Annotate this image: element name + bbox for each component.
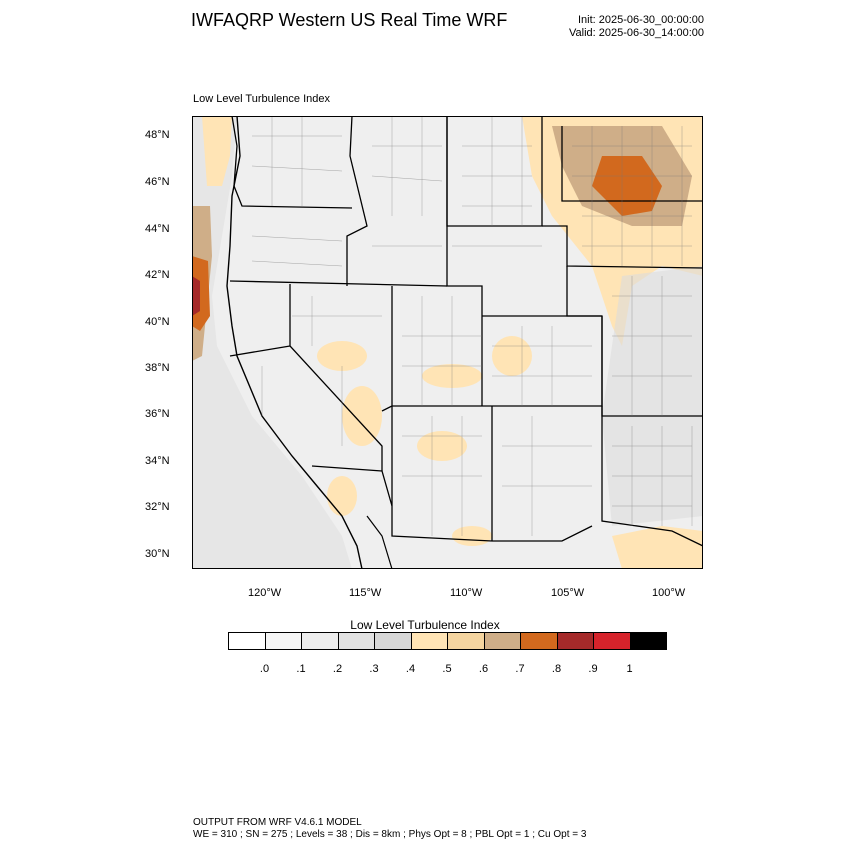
colorbar-label: .7 (515, 663, 525, 675)
colorbar-swatch (264, 632, 302, 650)
colorbar-swatch (301, 632, 339, 650)
lat-tick-30: 30°N (145, 548, 170, 560)
northwest-turbulence-low (202, 116, 232, 186)
lon-tick-105: 105°W (551, 587, 585, 599)
colorbar-label: .3 (369, 663, 379, 675)
lat-tick-42: 42°N (145, 269, 170, 281)
lat-tick-38: 38°N (145, 362, 170, 374)
lat-tick-44: 44°N (145, 223, 170, 235)
county-lines (251, 116, 693, 536)
colorbar-label: .4 (405, 663, 416, 675)
plains-gray-region (602, 266, 703, 526)
plot-title: IWFAQRP Western US Real Time WRF (191, 10, 508, 30)
colorbar-swatch (593, 632, 631, 650)
init-valid-times: Init: 2025-06-30_00:00:00 Valid: 2025-06… (569, 14, 704, 40)
colorbar-swatch (374, 632, 412, 650)
colorbar-swatch (556, 632, 594, 650)
lat-tick-36: 36°N (145, 408, 170, 420)
colorbar-swatch (228, 632, 266, 650)
colorbar-swatch (447, 632, 485, 650)
map-frame (192, 116, 703, 569)
lon-tick-100: 100°W (652, 587, 686, 599)
gulf-of-california-coast (366, 515, 393, 569)
colorbar-label: .1 (296, 663, 306, 675)
colorbar-label: .5 (442, 663, 452, 675)
init-time: Init: 2025-06-30_00:00:00 (578, 14, 704, 26)
colorbar-swatch (337, 632, 375, 650)
lon-tick-110: 110°W (450, 587, 483, 599)
pacific-coastline (226, 116, 363, 569)
colorbar-label: .0 (259, 663, 270, 675)
coastal-turbulence-peak (192, 276, 200, 316)
lat-tick-48: 48°N (145, 129, 170, 141)
lat-tick-46: 46°N (145, 176, 170, 188)
colorbar-label: .6 (478, 663, 489, 675)
lat-tick-40: 40°N (145, 316, 170, 328)
lon-tick-120: 120°W (248, 587, 282, 599)
colorbar-label: .9 (588, 663, 598, 675)
colorbar-swatch (410, 632, 448, 650)
texas-turbulence-low (612, 526, 703, 569)
colorbar-label: 1 (626, 663, 633, 675)
lat-tick-32: 32°N (145, 501, 170, 513)
lon-tick-115: 115°W (349, 587, 382, 599)
footer-config-line: WE = 310 ; SN = 275 ; Levels = 38 ; Dis … (193, 829, 587, 840)
turbulence-map (192, 116, 703, 569)
colorbar-title: Low Level Turbulence Index (350, 618, 500, 632)
footer-model-line: OUTPUT FROM WRF V4.6.1 MODEL (193, 817, 362, 828)
colorbar-label: .8 (551, 663, 562, 675)
colorbar-label: .2 (332, 663, 343, 675)
field-subtitle: Low Level Turbulence Index (193, 93, 330, 105)
state-boundaries (229, 116, 703, 547)
colorbar-swatch (629, 632, 667, 650)
pacific-ocean-shade (192, 116, 352, 569)
valid-time: Valid: 2025-06-30_14:00:00 (569, 27, 704, 39)
lat-tick-34: 34°N (145, 455, 170, 467)
colorbar-swatch (483, 632, 521, 650)
colorbar (228, 632, 667, 650)
colorbar-swatch (520, 632, 558, 650)
